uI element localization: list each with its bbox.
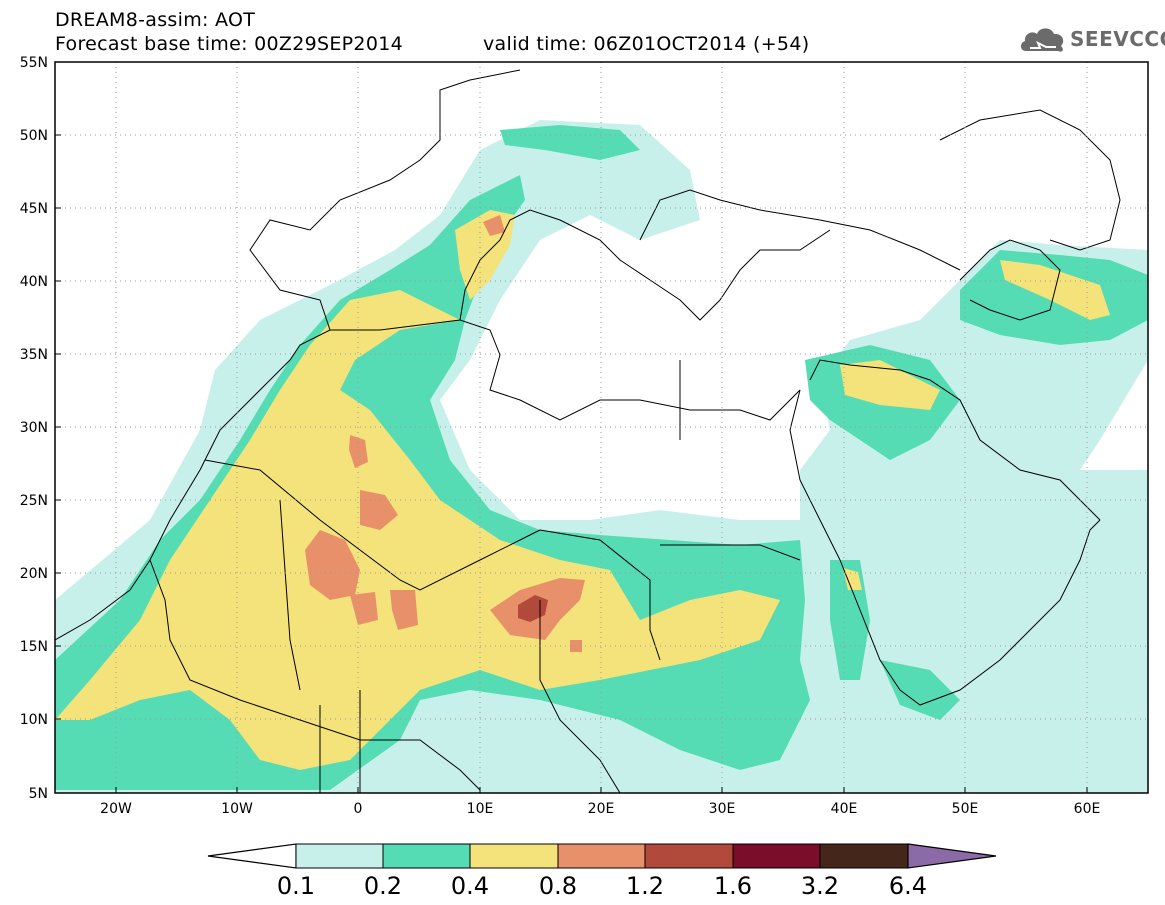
lon-label: 0 [354,801,363,817]
colorbar-label: 1.6 [714,872,752,900]
lat-label: 50N [20,128,48,144]
lat-label: 10N [20,712,48,728]
valid-time: valid time: 06Z01OCT2014 (+54) [483,33,810,55]
colorbar-bin [732,843,821,869]
lon-label: 10E [467,801,494,817]
lat-label: 20N [20,566,48,582]
lat-label: 45N [20,201,48,217]
aot-colorbar: 0.1 0.2 0.4 0.8 1.2 1.6 3.2 6.4 [207,843,997,900]
lat-label: 55N [20,55,48,71]
colorbar-label: 0.1 [277,872,315,900]
colorbar-bin [469,843,559,869]
lat-label: 30N [20,420,48,436]
colorbar-label: 1.2 [626,872,664,900]
cloud-logo-icon [1020,28,1064,52]
lon-label: 30E [709,801,736,817]
lon-label: 10W [221,801,253,817]
lon-label: 20W [100,801,132,817]
lon-label: 50E [952,801,979,817]
lat-label: 25N [20,493,48,509]
axis-ticks [55,61,1088,794]
lat-label: 40N [20,274,48,290]
colorbar-labels: 0.1 0.2 0.4 0.8 1.2 1.6 3.2 6.4 [277,872,927,900]
colorbar-high-arrow [907,843,997,869]
seevccc-logo: SEEVCCC [1018,23,1165,57]
logo-text: SEEVCCC [1070,27,1165,51]
colorbar-low-arrow [207,843,297,869]
lon-label: 20E [588,801,615,817]
aot-field [55,62,1148,793]
colorbar-bin [644,843,734,869]
colorbar-label: 6.4 [889,872,927,900]
colorbar-label: 0.8 [539,872,577,900]
colorbar-bin [557,843,646,869]
lat-label: 35N [20,347,48,363]
map-title: DREAM8-assim: AOT [55,9,256,31]
lat-label: 5N [29,786,48,802]
colorbar-bin [819,843,909,869]
colorbar-label: 0.4 [451,872,489,900]
forecast-base-time: Forecast base time: 00Z29SEP2014 [55,33,403,55]
colorbar-label: 0.2 [364,872,402,900]
colorbar-bin [295,843,384,869]
colorbar-bin [382,843,471,869]
latitude-labels: 55N 50N 45N 40N 35N 30N 25N 20N 15N 10N … [20,55,48,802]
longitude-labels: 20W 10W 0 10E 20E 30E 40E 50E 60E [100,801,1100,817]
lon-label: 60E [1074,801,1101,817]
lat-label: 15N [20,639,48,655]
colorbar-label: 3.2 [801,872,839,900]
lon-label: 40E [831,801,858,817]
grid-lines [55,62,1148,793]
